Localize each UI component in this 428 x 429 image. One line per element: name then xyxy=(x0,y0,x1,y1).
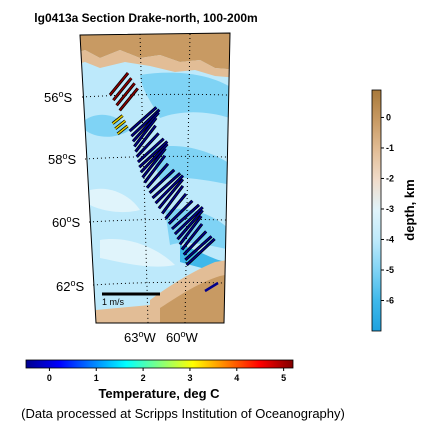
meridian-60w xyxy=(184,33,191,324)
ridge-patch-1 xyxy=(140,72,230,120)
svg-text:63oW: 63oW xyxy=(124,329,156,345)
velocity-vector xyxy=(176,209,204,240)
velocity-vector xyxy=(140,143,168,173)
velocity-vector xyxy=(171,204,200,230)
velocity-vector xyxy=(112,77,132,101)
velocity-vector xyxy=(152,172,181,199)
lon-label-63w: 63oW xyxy=(124,329,156,345)
velocity-vector xyxy=(136,132,160,158)
svg-text:60oW: 60oW xyxy=(166,329,198,345)
depth-tick-label: -1 xyxy=(386,143,394,153)
velocity-vector xyxy=(132,112,160,142)
svg-text:60oS: 60oS xyxy=(52,214,80,230)
map-title: lg0413a Section Drake-north, 100-200m xyxy=(34,11,257,25)
velocity-vector xyxy=(165,193,187,220)
temperature-colorbar: 0 1 2 3 4 5 Temperature, deg C xyxy=(25,359,294,401)
velocity-vector xyxy=(158,178,184,209)
velocity-vector xyxy=(183,230,207,256)
velocity-vector xyxy=(133,117,157,147)
depth-tick-label: -3 xyxy=(386,204,394,214)
velocity-vector xyxy=(168,200,193,225)
velocity-vector xyxy=(146,163,169,189)
velocity-vector xyxy=(204,281,219,293)
velocity-vector xyxy=(179,215,202,245)
depth-colorbar-fill xyxy=(371,89,382,332)
velocity-vector xyxy=(149,169,175,194)
meridian-63w xyxy=(139,33,149,324)
velocity-vector xyxy=(116,82,136,106)
depth-colorbar: 0 -1 -2 -3 -4 -5 -6 depth, km xyxy=(371,89,417,332)
velocity-vector xyxy=(109,72,129,96)
temperature-tick-label: 4 xyxy=(234,373,239,383)
depth-tick-label: -5 xyxy=(386,265,394,275)
shelf-top xyxy=(80,50,230,78)
depth-tick-label: -4 xyxy=(386,234,394,244)
velocity-vector xyxy=(117,125,129,135)
lat-label-62s: 62oS xyxy=(56,278,84,294)
land-south-america xyxy=(80,33,230,70)
temperature-tick-label: 3 xyxy=(187,373,192,383)
velocity-vector xyxy=(155,175,184,204)
velocity-vector xyxy=(174,206,204,235)
graticule xyxy=(81,33,229,324)
velocity-vector xyxy=(181,223,203,251)
svg-text:56oS: 56oS xyxy=(44,89,72,105)
depth-tick-label: -6 xyxy=(386,295,394,305)
parallel-56s xyxy=(81,93,229,98)
velocity-vector xyxy=(134,125,157,153)
depth-colorbar-label: depth, km xyxy=(402,179,417,240)
velocity-vector xyxy=(138,140,168,168)
depth-colorbar-ticks: 0 -1 -2 -3 -4 -5 -6 xyxy=(381,112,394,305)
svg-text:62oS: 62oS xyxy=(56,278,84,294)
velocity-vector xyxy=(184,235,213,261)
svg-text:58oS: 58oS xyxy=(48,151,76,167)
velocity-vector xyxy=(137,138,165,163)
temperature-tick-label: 2 xyxy=(141,373,146,383)
lat-label-56s: 56oS xyxy=(44,89,72,105)
lat-label-58s: 58oS xyxy=(48,151,76,167)
temperature-colorbar-label: Temperature, deg C xyxy=(98,386,220,401)
parallel-62s xyxy=(92,281,225,286)
temperature-tick-label: 1 xyxy=(94,373,99,383)
temperature-colorbar-fill xyxy=(25,359,294,369)
map-frame xyxy=(79,32,231,324)
depth-tick-label: 0 xyxy=(386,112,391,122)
velocity-vector xyxy=(142,148,167,178)
lon-label-60w: 60oW xyxy=(166,329,198,345)
velocity-vector xyxy=(112,115,124,125)
land-antarctic-peninsula xyxy=(160,272,230,323)
ridge-patch-6 xyxy=(100,239,175,267)
temperature-colorbar-ticks: 0 1 2 3 4 5 xyxy=(47,368,286,383)
temperature-tick-label: 0 xyxy=(47,373,52,383)
lat-label-60s: 60oS xyxy=(52,214,80,230)
velocity-vector xyxy=(130,109,160,137)
velocity-vector xyxy=(161,185,184,214)
velocity-vectors xyxy=(108,72,219,293)
depth-tick-label: -2 xyxy=(386,173,394,183)
temperature-tick-label: 5 xyxy=(281,373,286,383)
velocity-vector xyxy=(114,120,126,130)
velocity-vector xyxy=(144,155,166,184)
velocity-vector xyxy=(119,87,139,111)
velocity-vector xyxy=(129,106,157,132)
map-panel: 56oS 58oS 60oS 62oS 63oW 60oW 1 m/s xyxy=(44,32,231,345)
credit-text: (Data processed at Scripps Institution o… xyxy=(21,406,345,421)
land-bottom-left xyxy=(96,305,150,323)
velocity-vector xyxy=(186,238,216,266)
ridge-patch-4 xyxy=(90,188,140,213)
scale-label: 1 m/s xyxy=(102,297,125,307)
